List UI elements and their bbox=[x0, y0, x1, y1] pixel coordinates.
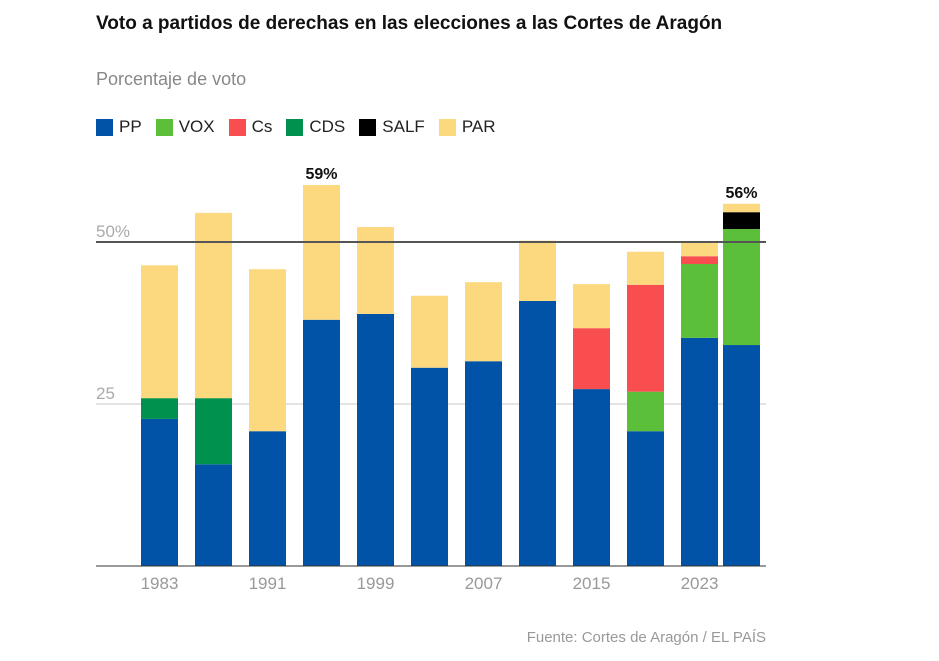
chart-title: Voto a partidos de derechas en las elecc… bbox=[96, 13, 723, 34]
bar-pp-2003 bbox=[411, 367, 448, 566]
legend-swatch bbox=[155, 118, 173, 136]
y-tick-label: 50% bbox=[96, 222, 130, 241]
bar-par-2003 bbox=[411, 295, 448, 368]
x-tick-label: 2007 bbox=[465, 574, 503, 593]
legend-label: VOX bbox=[178, 117, 215, 136]
legend-label: PAR bbox=[461, 117, 496, 136]
chart-subtitle: Porcentaje de voto bbox=[96, 69, 247, 89]
legend: PP VOX Cs CDS SALF PAR bbox=[96, 117, 510, 137]
bar-pp-2019 bbox=[627, 431, 664, 566]
bar-vox-last bbox=[723, 229, 760, 346]
y-tick-label: 25 bbox=[96, 384, 115, 403]
bar-vox-2019 bbox=[627, 391, 664, 432]
data-label: 59% bbox=[305, 166, 337, 183]
x-tick-label: 2015 bbox=[573, 574, 611, 593]
legend-item-vox: VOX bbox=[155, 117, 215, 137]
legend-swatch bbox=[228, 118, 246, 136]
bar-pp-1987 bbox=[195, 464, 232, 566]
bar-pp-1991 bbox=[249, 431, 286, 566]
bar-par-1999 bbox=[357, 227, 394, 314]
bar-pp-2007 bbox=[465, 361, 502, 566]
bar-cds-1983 bbox=[141, 398, 178, 419]
legend-label: CDS bbox=[309, 117, 346, 136]
bar-par-2023 bbox=[681, 242, 718, 257]
bar-pp-last bbox=[723, 345, 760, 566]
legend-swatch bbox=[286, 118, 304, 136]
legend-item-salf: SALF bbox=[359, 117, 425, 137]
bar-pp-2011 bbox=[519, 300, 556, 566]
bar-par-last bbox=[723, 203, 760, 213]
legend-label: PP bbox=[119, 117, 142, 136]
bar-par-1995 bbox=[303, 184, 340, 320]
bar-par-2011 bbox=[519, 240, 556, 301]
bar-pp-2023 bbox=[681, 337, 718, 566]
legend-item-cds: CDS bbox=[286, 117, 345, 137]
bar-pp-1995 bbox=[303, 319, 340, 566]
legend-swatch bbox=[359, 118, 377, 136]
bar-salf-last bbox=[723, 212, 760, 230]
source-note: Fuente: Cortes de Aragón / EL PAÍS bbox=[526, 629, 766, 646]
data-label: 56% bbox=[725, 185, 757, 202]
bar-cs-2015 bbox=[573, 328, 610, 390]
bar-pp-1983 bbox=[141, 418, 178, 566]
x-tick-label: 1991 bbox=[249, 574, 287, 593]
legend-swatch bbox=[438, 118, 456, 136]
bar-vox-2023 bbox=[681, 264, 718, 338]
legend-item-par: PAR bbox=[438, 117, 496, 137]
x-tick-label: 2023 bbox=[681, 574, 719, 593]
bar-cs-2019 bbox=[627, 284, 664, 392]
legend-label: SALF bbox=[382, 117, 425, 136]
bar-cs-2023 bbox=[681, 256, 718, 265]
bar-par-2015 bbox=[573, 284, 610, 329]
bar-par-1983 bbox=[141, 265, 178, 399]
bar-par-1987 bbox=[195, 212, 232, 399]
legend-item-pp: PP bbox=[96, 117, 142, 137]
bar-cds-1987 bbox=[195, 398, 232, 465]
bar-pp-1999 bbox=[357, 313, 394, 566]
bar-pp-2015 bbox=[573, 389, 610, 566]
bar-par-2007 bbox=[465, 282, 502, 362]
x-tick-label: 1983 bbox=[141, 574, 179, 593]
bar-par-1991 bbox=[249, 269, 286, 432]
bar-par-2019 bbox=[627, 251, 664, 285]
legend-item-cs: Cs bbox=[228, 117, 273, 137]
x-tick-label: 1999 bbox=[357, 574, 395, 593]
legend-swatch bbox=[96, 118, 113, 136]
legend-label: Cs bbox=[251, 117, 273, 136]
